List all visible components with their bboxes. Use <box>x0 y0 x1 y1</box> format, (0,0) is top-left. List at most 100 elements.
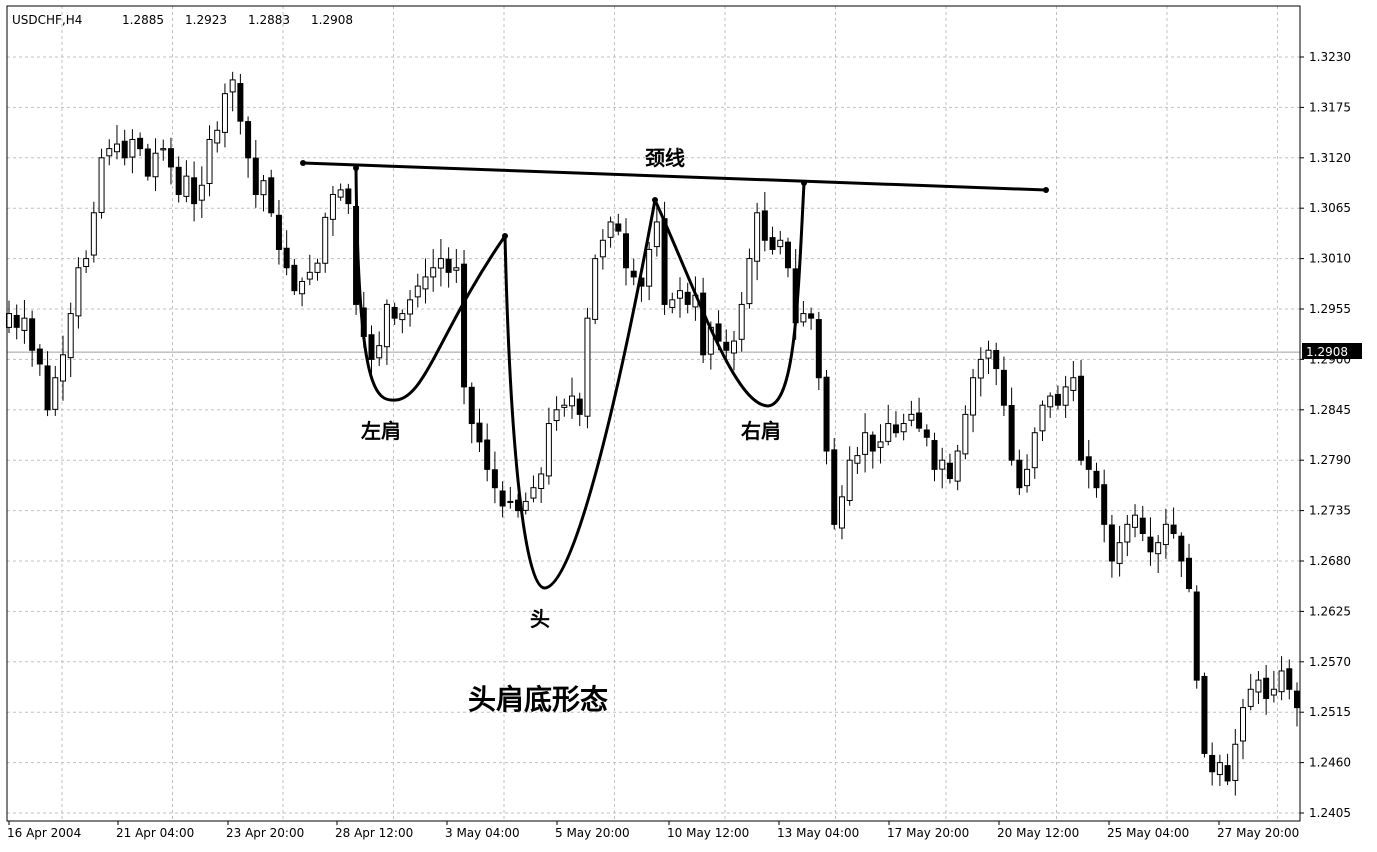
y-tick-label: 1.3175 <box>1309 100 1351 114</box>
candle-body <box>1286 668 1293 690</box>
right-shoulder-curve <box>653 182 806 408</box>
candle-body <box>376 345 383 359</box>
candle-body <box>522 500 529 511</box>
candle-body <box>823 376 830 452</box>
pattern-vertex <box>502 233 508 239</box>
pattern-overlays <box>300 160 1049 590</box>
candle-body <box>869 434 876 452</box>
x-tick-label: 20 May 12:00 <box>997 826 1079 840</box>
candle-body <box>939 459 946 470</box>
candle-body <box>769 237 776 250</box>
candle-body <box>538 473 545 490</box>
candle-body <box>1178 535 1185 562</box>
plot-frame <box>6 5 1301 822</box>
candle-body <box>291 264 298 292</box>
candle-body <box>1209 754 1216 773</box>
candle-body <box>1155 542 1162 555</box>
current-price-label: 1.2908 <box>1306 345 1348 359</box>
annotation-pattern-title: 头肩底形态 <box>468 683 608 716</box>
candle-body <box>615 223 622 232</box>
candle-body <box>1124 523 1131 543</box>
annotation-neckline: 颈线 <box>645 146 685 170</box>
candle-body <box>1016 459 1023 489</box>
candle-body <box>784 241 791 269</box>
x-tick-label: 23 Apr 20:00 <box>226 826 304 840</box>
candle-body <box>1054 393 1061 406</box>
candle-body <box>1255 679 1262 693</box>
candle-body <box>299 281 306 295</box>
candle-body <box>245 121 252 159</box>
candle-body <box>1132 514 1139 528</box>
candle-body <box>684 291 691 305</box>
candle-body <box>1294 690 1300 709</box>
candle-body <box>1240 707 1247 742</box>
candle-body <box>646 248 653 287</box>
header-symbol: USDCHF,H4 <box>12 13 82 27</box>
candle-body <box>237 83 244 122</box>
candle-body <box>44 365 51 411</box>
candle-body <box>499 490 506 507</box>
candle-body <box>561 404 568 408</box>
neckline-end-point <box>1043 187 1049 193</box>
candle-body <box>1024 468 1031 487</box>
candle-body <box>21 317 28 331</box>
candle-body <box>761 210 768 241</box>
candle-body <box>260 180 267 196</box>
candle-body <box>723 341 730 351</box>
candle-body <box>1170 524 1177 535</box>
candle-body <box>445 258 452 273</box>
header-high: 1.2923 <box>185 13 227 27</box>
x-tick-label: 25 May 04:00 <box>1107 826 1189 840</box>
candle-body <box>314 262 321 273</box>
candle-body <box>584 317 591 417</box>
candle-body <box>669 299 676 308</box>
candle-body <box>746 258 753 305</box>
candle-body <box>1270 688 1277 696</box>
candle-body <box>368 334 375 360</box>
candle-body <box>1278 670 1285 693</box>
y-tick-label: 1.3120 <box>1309 151 1351 165</box>
x-tick-label: 28 Apr 12:00 <box>335 826 413 840</box>
candle-body <box>831 449 838 525</box>
pattern-vertex <box>353 165 359 171</box>
candle-body <box>275 214 282 250</box>
candle-body <box>206 138 213 184</box>
y-tick-label: 1.2515 <box>1309 705 1351 719</box>
x-tick-label: 21 Apr 04:00 <box>116 826 194 840</box>
x-tick-label: 16 Apr 2004 <box>7 826 81 840</box>
candle-body <box>1093 470 1100 489</box>
candle-body <box>1000 369 1007 406</box>
candle-body <box>52 377 59 410</box>
candle-body <box>1047 395 1054 408</box>
candle-body <box>322 216 329 264</box>
candle-body <box>661 218 668 305</box>
candle-body <box>329 193 336 220</box>
candle-body <box>1108 524 1115 562</box>
y-axis: 1.3230 1.3175 1.3120 1.3065 1.3010 1.2955 1.29… <box>1300 50 1351 820</box>
candle-body <box>191 177 198 205</box>
y-tick-label: 1.2955 <box>1309 302 1351 316</box>
candle-body <box>453 267 460 271</box>
candle-body <box>854 455 861 464</box>
candle-body <box>476 422 483 443</box>
candle-body <box>908 413 915 421</box>
x-tick-label: 13 May 04:00 <box>777 826 859 840</box>
candle-body <box>630 270 637 278</box>
candle-body <box>1216 762 1223 776</box>
candle-body <box>391 306 398 319</box>
y-tick-label: 1.2460 <box>1309 756 1351 770</box>
candle-body <box>414 285 421 298</box>
candle-body <box>1070 377 1077 391</box>
candle-body <box>985 349 992 359</box>
candle-body <box>229 79 236 93</box>
y-tick-label: 1.2405 <box>1309 806 1351 820</box>
y-tick-label: 1.2680 <box>1309 554 1351 568</box>
candle-body <box>877 441 884 448</box>
neckline-start-point <box>300 160 306 166</box>
candle-body <box>977 358 984 379</box>
neckline <box>302 161 1047 192</box>
candle-body <box>592 258 599 320</box>
candle-body <box>970 377 977 416</box>
candle-body <box>90 212 97 256</box>
candle-body <box>607 221 614 238</box>
